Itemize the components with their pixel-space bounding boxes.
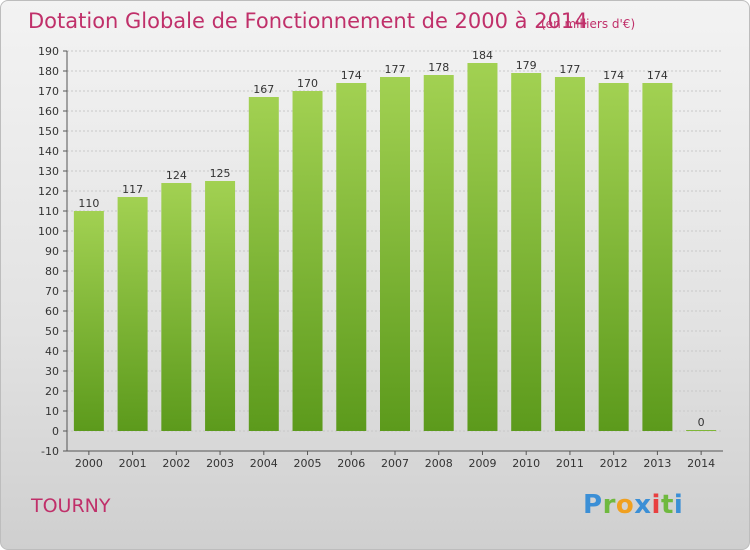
value-label: 124 xyxy=(166,169,187,182)
value-label: 177 xyxy=(559,63,580,76)
x-tick-label: 2002 xyxy=(162,457,190,470)
x-tick-label: 2006 xyxy=(337,457,365,470)
y-tick-label: -10 xyxy=(41,445,59,458)
y-tick-label: 120 xyxy=(38,185,59,198)
y-tick-label: 40 xyxy=(45,345,59,358)
value-label: 174 xyxy=(603,69,624,82)
proxiti-logo: Proxiti xyxy=(583,490,684,520)
chart-title: Dotation Globale de Fonctionnement de 20… xyxy=(28,9,588,33)
labels: -10 0 10 20 30 40 50 60 70 80 90 100 110 120 130 140 150… xyxy=(38,45,715,470)
x-tick-label: 2014 xyxy=(687,457,715,470)
bar xyxy=(380,77,410,431)
value-label: 117 xyxy=(122,183,143,196)
y-tick-label: 80 xyxy=(45,265,59,278)
bar xyxy=(161,183,192,431)
y-tick-label: 170 xyxy=(38,85,59,98)
x-tick-label: 2007 xyxy=(381,457,409,470)
y-tick-label: 190 xyxy=(38,45,59,58)
bar xyxy=(554,77,585,431)
x-tick-label: 2003 xyxy=(206,457,234,470)
x-tick-label: 2010 xyxy=(512,457,540,470)
bar xyxy=(292,91,323,431)
y-tick-label: 50 xyxy=(45,325,59,338)
x-tick-label: 2005 xyxy=(294,457,322,470)
y-tick-label: 70 xyxy=(45,285,59,298)
y-tick-label: 100 xyxy=(38,225,59,238)
x-tick-label: 2001 xyxy=(119,457,147,470)
value-label: 174 xyxy=(647,69,668,82)
bar xyxy=(205,181,236,431)
bars xyxy=(73,63,717,431)
bar xyxy=(642,83,673,431)
chart-unit: (en milliers d'€) xyxy=(541,17,636,31)
bar xyxy=(73,211,104,431)
value-label: 184 xyxy=(472,49,493,62)
bar xyxy=(248,97,279,431)
value-label: 179 xyxy=(516,59,537,72)
y-tick-label: 0 xyxy=(52,425,59,438)
y-tick-label: 90 xyxy=(45,245,59,258)
y-tick-label: 110 xyxy=(38,205,59,218)
value-label: 0 xyxy=(698,416,705,429)
commune-name: TOURNY xyxy=(31,495,111,517)
y-tick-label: 30 xyxy=(45,365,59,378)
y-tick-label: 10 xyxy=(45,405,59,418)
bar xyxy=(423,75,454,431)
bar xyxy=(686,430,717,431)
y-tick-label: 180 xyxy=(38,65,59,78)
value-label: 178 xyxy=(428,61,449,74)
y-tick-label: 60 xyxy=(45,305,59,318)
value-label: 125 xyxy=(210,167,231,180)
value-label: 170 xyxy=(297,77,318,90)
bar xyxy=(467,63,498,431)
y-tick-label: 160 xyxy=(38,105,59,118)
value-label: 177 xyxy=(385,63,406,76)
x-tick-label: 2000 xyxy=(75,457,103,470)
x-tick-label: 2011 xyxy=(556,457,584,470)
x-tick-label: 2012 xyxy=(600,457,628,470)
bar xyxy=(117,197,148,431)
y-tick-label: 130 xyxy=(38,165,59,178)
y-tick-label: 140 xyxy=(38,145,59,158)
x-tick-label: 2009 xyxy=(468,457,496,470)
value-label: 110 xyxy=(78,197,99,210)
bar xyxy=(511,73,542,431)
y-tick-label: 150 xyxy=(38,125,59,138)
x-tick-label: 2008 xyxy=(425,457,453,470)
x-tick-label: 2004 xyxy=(250,457,278,470)
x-tick-label: 2013 xyxy=(643,457,671,470)
value-label: 174 xyxy=(341,69,362,82)
bar xyxy=(598,83,629,431)
bar xyxy=(336,83,367,431)
value-label: 167 xyxy=(253,83,274,96)
y-tick-label: 20 xyxy=(45,385,59,398)
axes xyxy=(63,50,723,455)
